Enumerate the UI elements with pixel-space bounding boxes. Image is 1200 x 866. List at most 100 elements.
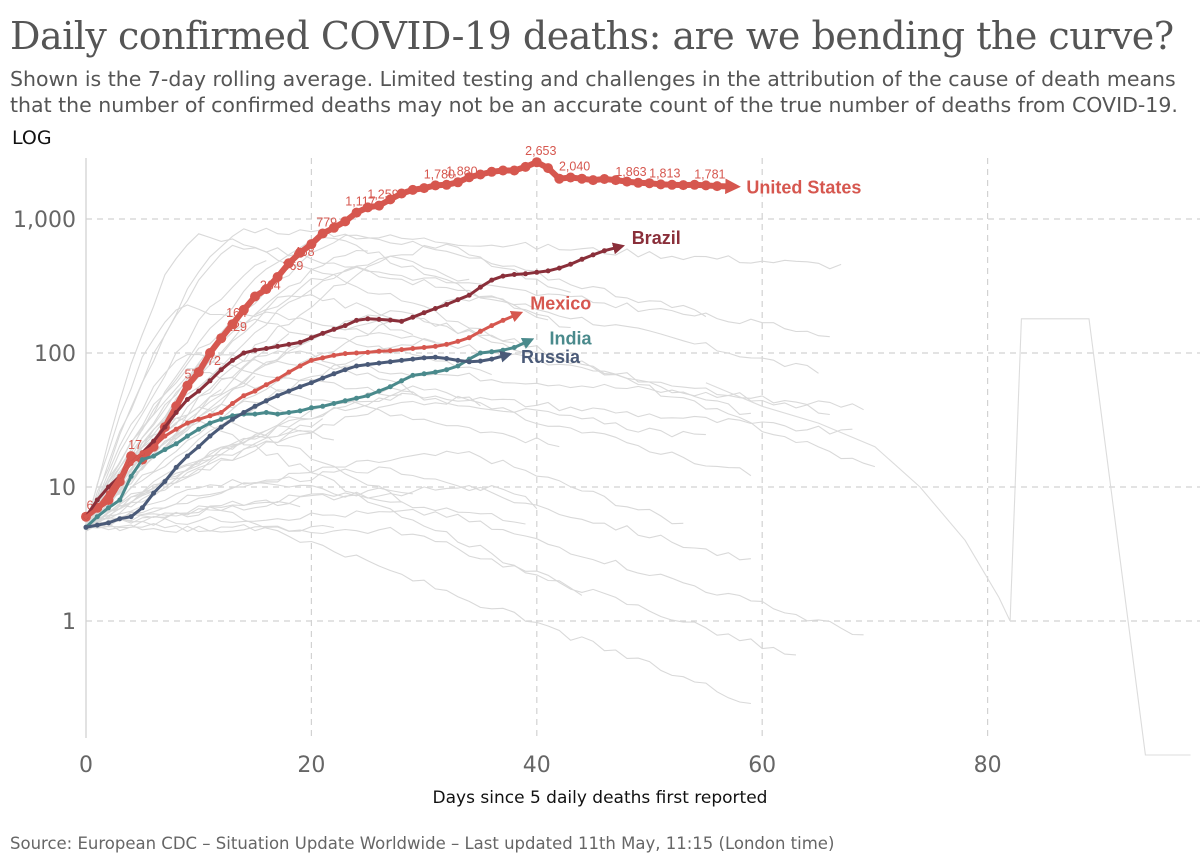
series-brazil-point xyxy=(263,346,269,351)
series-brazil-point xyxy=(568,261,574,267)
series-russia-point xyxy=(342,367,348,373)
series-russia-point xyxy=(275,393,281,399)
series-india-point xyxy=(275,411,281,417)
series-united-states-point xyxy=(610,175,621,186)
series-russia-point xyxy=(83,524,89,530)
series-united-states-point xyxy=(126,451,137,462)
series-russia-point xyxy=(207,433,213,439)
series-brazil-point xyxy=(354,317,359,323)
series-brazil-point xyxy=(162,424,168,430)
series-brazil-point xyxy=(376,316,382,322)
other-country-line xyxy=(85,361,706,528)
other-country-line xyxy=(85,522,334,533)
series-mexico-point xyxy=(410,346,416,351)
series-brazil-point xyxy=(421,310,427,316)
series-brazil-point xyxy=(466,292,472,298)
data-label: 1,117 xyxy=(345,195,375,209)
series-india-point xyxy=(376,388,382,394)
series-mexico-point xyxy=(455,338,461,344)
series-brazil-point xyxy=(534,269,540,275)
series-india-point xyxy=(432,369,438,375)
series-russia-point xyxy=(365,362,371,367)
other-country-line xyxy=(85,233,819,525)
series-india-point xyxy=(511,345,517,350)
data-label: 129 xyxy=(226,320,247,334)
series-russia-point xyxy=(196,444,202,450)
series-india-point xyxy=(410,372,416,378)
series-india-point xyxy=(173,441,179,447)
data-label: 17 xyxy=(128,438,142,452)
x-tick-label: 60 xyxy=(748,753,776,778)
series-united-states-point xyxy=(520,161,531,172)
source-note: Source: European CDC – Situation Update … xyxy=(10,834,835,853)
x-tick-label: 80 xyxy=(974,753,1002,778)
series-india-point xyxy=(399,378,405,384)
series-brazil-point xyxy=(184,397,190,402)
series-russia-point xyxy=(128,514,134,520)
series-mexico-point xyxy=(275,376,281,382)
other-country-line xyxy=(85,244,876,532)
series-brazil-point xyxy=(106,484,111,490)
series-brazil-point xyxy=(556,265,562,271)
series-brazil-point xyxy=(342,323,348,329)
series-russia-point xyxy=(139,505,145,511)
series-brazil-point xyxy=(387,317,393,323)
series-india-point xyxy=(421,371,427,377)
series-russia: Russia xyxy=(83,347,581,530)
series-united-states-point xyxy=(374,200,384,211)
series-mexico: Mexico xyxy=(83,294,591,520)
outlier-country-line xyxy=(705,318,1191,756)
series-russia-point xyxy=(477,358,483,364)
series-russia-point xyxy=(432,354,438,360)
series-united-states-point xyxy=(283,258,294,269)
series-united-states-point xyxy=(509,165,520,176)
series-india-point xyxy=(196,426,202,432)
series-russia-point xyxy=(421,355,427,361)
data-label: 2,040 xyxy=(559,160,590,174)
series-united-states-point xyxy=(498,165,508,176)
series-mexico-point xyxy=(94,505,100,511)
series-india-point xyxy=(207,420,213,426)
other-country-line xyxy=(85,406,402,526)
series-united-states-point xyxy=(667,179,677,190)
y-tick-label: 1 xyxy=(62,610,76,635)
series-mexico-point xyxy=(365,349,371,355)
series-russia-point xyxy=(286,388,292,394)
series-united-states-point xyxy=(238,304,249,315)
series-russia-point xyxy=(331,371,337,377)
series-india-point xyxy=(354,395,359,401)
series-india-point xyxy=(218,416,224,422)
series-brazil-point xyxy=(331,326,337,332)
other-country-line xyxy=(85,505,751,705)
series-brazil-point xyxy=(399,318,405,324)
series-russia-point xyxy=(263,398,269,404)
series-brazil-point xyxy=(545,268,551,274)
series-india-line xyxy=(84,337,535,529)
y-tick-label: 100 xyxy=(34,342,76,367)
log-scale-label[interactable]: LOG xyxy=(12,127,52,149)
series-india-label: India xyxy=(550,328,593,348)
series-russia-point xyxy=(455,357,461,363)
other-country-line xyxy=(85,260,267,532)
other-country-line xyxy=(85,395,752,531)
series-brazil-point xyxy=(590,252,596,258)
series-mexico-point xyxy=(241,393,247,399)
series-united-states-point xyxy=(182,380,193,391)
series-mexico-point xyxy=(421,345,427,350)
series-united-states-point xyxy=(193,367,204,378)
series-brazil-point xyxy=(207,378,213,384)
series-mexico-point xyxy=(376,348,382,354)
series-russia-point xyxy=(387,359,393,365)
y-tick-label: 10 xyxy=(48,476,76,501)
series-russia-point xyxy=(106,520,111,526)
series-united-states-point xyxy=(543,163,554,174)
series-india-point xyxy=(342,398,348,404)
series-united-states-point xyxy=(712,181,723,192)
other-country-line xyxy=(85,466,751,561)
series-india-point xyxy=(184,433,190,439)
series-mexico-point xyxy=(207,413,213,419)
series-brazil-point xyxy=(275,343,281,349)
series-russia-point xyxy=(489,356,495,362)
chart-title: Daily confirmed COVID-19 deaths: are we … xyxy=(10,14,1174,58)
